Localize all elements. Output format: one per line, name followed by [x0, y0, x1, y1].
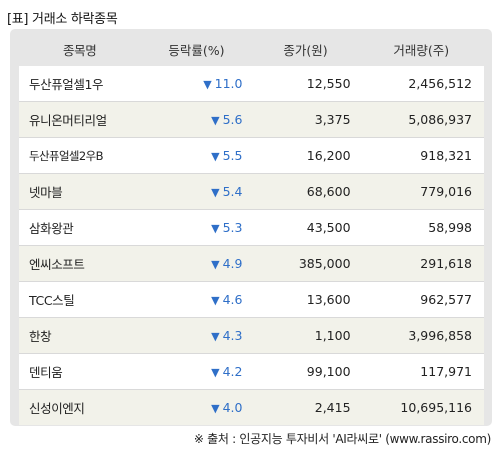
closing-price: 13,600 — [252, 281, 359, 318]
stock-name: 삼화왕관 — [19, 209, 141, 246]
table-row: 덴티움 ▼ 4.2 99,100 117,971 — [19, 353, 484, 390]
stock-name: 신성이엔지 — [19, 389, 141, 425]
trading-volume: 117,971 — [358, 353, 484, 390]
trading-volume: 2,456,512 — [358, 66, 484, 102]
trading-volume: 10,695,116 — [358, 389, 484, 425]
trading-volume: 58,998 — [358, 209, 484, 246]
header-rate: 등락률(%) — [140, 33, 253, 66]
down-triangle-icon: ▼ — [211, 366, 220, 379]
table-row: 엔씨소프트 ▼ 4.9 385,000 291,618 — [19, 245, 484, 282]
down-triangle-icon: ▼ — [211, 222, 220, 235]
change-rate-value: 5.5 — [222, 148, 243, 163]
header-price: 종가(원) — [252, 33, 359, 66]
change-rate: ▼ 5.5 — [140, 137, 253, 174]
down-triangle-icon: ▼ — [203, 78, 212, 91]
stock-name: 덴티움 — [19, 353, 141, 390]
trading-volume: 918,321 — [358, 137, 484, 174]
closing-price: 3,375 — [252, 101, 359, 138]
trading-volume: 291,618 — [358, 245, 484, 282]
table-row: 넷마블 ▼ 5.4 68,600 779,016 — [19, 173, 484, 210]
change-rate: ▼ 4.3 — [140, 317, 253, 354]
change-rate: ▼ 4.2 — [140, 353, 253, 390]
table-row: 삼화왕관 ▼ 5.3 43,500 58,998 — [19, 209, 484, 246]
table-row: 두산퓨얼셀2우B ▼ 5.5 16,200 918,321 — [19, 137, 484, 174]
source-note: ※ 출처 : 인공지능 투자비서 'AI라씨로' (www.rassiro.co… — [193, 432, 491, 446]
table-row: 신성이엔지 ▼ 4.0 2,415 10,695,116 — [19, 389, 484, 425]
down-triangle-icon: ▼ — [211, 330, 220, 343]
change-rate-value: 5.6 — [222, 112, 243, 127]
trading-volume: 5,086,937 — [358, 101, 484, 138]
stock-name: 넷마블 — [19, 173, 141, 210]
trading-volume: 779,016 — [358, 173, 484, 210]
closing-price: 43,500 — [252, 209, 359, 246]
change-rate-value: 4.3 — [222, 328, 243, 343]
table-row: 유니온머티리얼 ▼ 5.6 3,375 5,086,937 — [19, 101, 484, 138]
down-triangle-icon: ▼ — [211, 186, 220, 199]
down-triangle-icon: ▼ — [211, 402, 220, 415]
closing-price: 99,100 — [252, 353, 359, 390]
table-header-row: 종목명 등락률(%) 종가(원) 거래량(주) — [19, 33, 484, 66]
change-rate-value: 4.0 — [222, 400, 243, 415]
stock-name: 한창 — [19, 317, 141, 354]
closing-price: 385,000 — [252, 245, 359, 282]
declining-stocks-table: 종목명 등락률(%) 종가(원) 거래량(주) 두산퓨얼셀1우 ▼ 11.0 12,5… — [19, 33, 484, 425]
stock-name: 두산퓨얼셀2우B — [19, 137, 141, 174]
closing-price: 2,415 — [252, 389, 359, 425]
down-triangle-icon: ▼ — [211, 114, 220, 127]
stock-name: TCC스틸 — [19, 281, 141, 318]
stock-name: 두산퓨얼셀1우 — [19, 66, 141, 102]
closing-price: 1,100 — [252, 317, 359, 354]
change-rate: ▼ 5.3 — [140, 209, 253, 246]
trading-volume: 962,577 — [358, 281, 484, 318]
page-title: [표] 거래소 하락종목 — [7, 12, 118, 27]
down-triangle-icon: ▼ — [211, 294, 220, 307]
change-rate-value: 4.6 — [222, 292, 243, 307]
change-rate-value: 5.3 — [222, 220, 243, 235]
header-name: 종목명 — [19, 33, 141, 66]
table-row: TCC스틸 ▼ 4.6 13,600 962,577 — [19, 281, 484, 318]
change-rate-value: 4.2 — [222, 364, 243, 379]
closing-price: 16,200 — [252, 137, 359, 174]
header-volume: 거래량(주) — [358, 33, 484, 66]
change-rate-value: 4.9 — [222, 256, 243, 271]
table-row: 두산퓨얼셀1우 ▼ 11.0 12,550 2,456,512 — [19, 66, 484, 102]
change-rate: ▼ 11.0 — [140, 66, 253, 102]
change-rate: ▼ 5.4 — [140, 173, 253, 210]
change-rate: ▼ 4.6 — [140, 281, 253, 318]
stock-name: 엔씨소프트 — [19, 245, 141, 282]
table-row: 한창 ▼ 4.3 1,100 3,996,858 — [19, 317, 484, 354]
change-rate-value: 11.0 — [214, 76, 243, 91]
change-rate: ▼ 4.9 — [140, 245, 253, 282]
change-rate: ▼ 5.6 — [140, 101, 253, 138]
stock-name: 유니온머티리얼 — [19, 101, 141, 138]
closing-price: 12,550 — [252, 66, 359, 102]
trading-volume: 3,996,858 — [358, 317, 484, 354]
down-triangle-icon: ▼ — [211, 150, 220, 163]
change-rate: ▼ 4.0 — [140, 389, 253, 425]
closing-price: 68,600 — [252, 173, 359, 210]
change-rate-value: 5.4 — [222, 184, 243, 199]
down-triangle-icon: ▼ — [211, 258, 220, 271]
